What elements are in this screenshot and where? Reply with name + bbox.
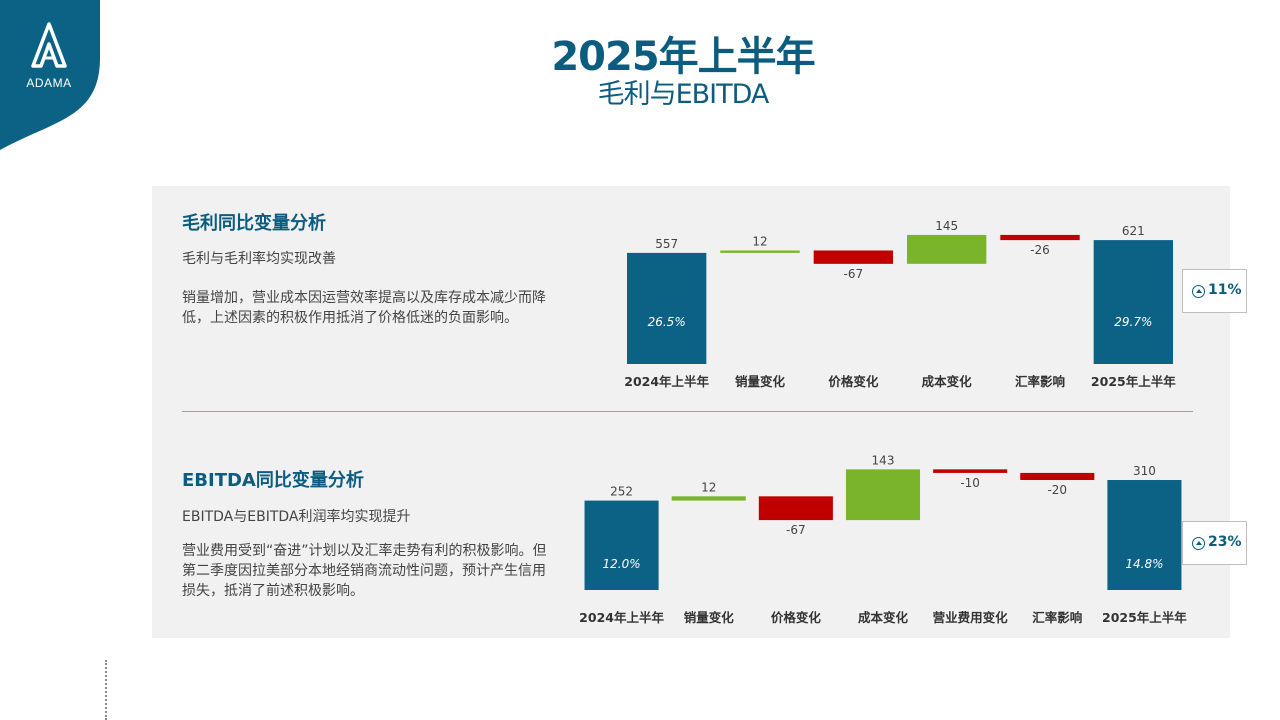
data-label-1: 12 xyxy=(701,480,716,494)
category-label-4: 营业费用变化 xyxy=(933,610,1009,625)
up-arrow-icon xyxy=(1192,537,1205,550)
section-divider xyxy=(182,411,1193,412)
data-label-2: -67 xyxy=(844,267,864,281)
growth-value: 23% xyxy=(1208,534,1242,550)
section-heading-gross-profit: 毛利同比变量分析 xyxy=(182,213,326,234)
margin-label-6: 14.8% xyxy=(1125,557,1163,571)
page-title: 2025年上半年 xyxy=(551,34,815,80)
category-label-2: 价格变化 xyxy=(828,374,879,389)
bar-5 xyxy=(1020,472,1095,481)
category-label-1: 销量变化 xyxy=(735,374,786,389)
data-label-4: -26 xyxy=(1030,243,1050,257)
adama-logo: ADAMA xyxy=(0,0,100,152)
bar-2 xyxy=(758,496,833,521)
category-label-0: 2024年上半年 xyxy=(579,610,664,625)
data-label-6: 310 xyxy=(1133,464,1156,478)
section-subheading-ebitda: EBITDA与EBITDA利润率均实现提升 xyxy=(182,509,411,525)
category-label-1: 销量变化 xyxy=(684,610,735,625)
section-body-ebitda: 营业费用受到“奋进”计划以及汇率走势有利的积极影响。但第二季度因拉美部分本地经销… xyxy=(182,543,547,599)
bar-0 xyxy=(584,500,659,590)
logo-text: ADAMA xyxy=(26,76,72,90)
bar-3 xyxy=(907,234,987,264)
category-label-0: 2024年上半年 xyxy=(624,374,709,389)
category-label-5: 汇率影响 xyxy=(1032,610,1082,625)
margin-label-5: 29.7% xyxy=(1114,315,1152,329)
gross-profit-waterfall-chart: 557 26.5% 2024年上半年 12 销量变化 -67 价格变化 145 成本变化 -26 汇… xyxy=(624,219,1176,389)
category-label-3: 成本变化 xyxy=(858,610,909,625)
data-label-0: 252 xyxy=(610,485,633,499)
bar-6 xyxy=(1107,480,1182,590)
growth-value: 11% xyxy=(1208,282,1242,298)
category-label-6: 2025年上半年 xyxy=(1102,610,1187,625)
bar-1 xyxy=(720,250,800,253)
data-label-0: 557 xyxy=(655,237,678,251)
category-label-2: 价格变化 xyxy=(771,610,822,625)
dotted-line xyxy=(105,660,107,720)
category-label-5: 2025年上半年 xyxy=(1091,374,1176,389)
growth-box-gross-profit: 11% xyxy=(1182,269,1247,313)
data-label-4: -10 xyxy=(960,476,980,490)
data-label-2: -67 xyxy=(786,523,806,537)
bar-5 xyxy=(1093,240,1173,364)
section-body-gross-profit: 销量增加，营业成本因运营效率提高以及库存成本减少而降低，上述因素的积极作用抵消了… xyxy=(182,290,546,326)
section-subheading-gross-profit: 毛利与毛利率均实现改善 xyxy=(182,251,336,267)
bar-2 xyxy=(813,250,893,264)
bar-4 xyxy=(933,469,1008,473)
logo-background xyxy=(0,0,100,150)
growth-box-ebitda: 23% xyxy=(1182,521,1247,565)
data-label-5: 621 xyxy=(1122,224,1145,238)
category-label-3: 成本变化 xyxy=(922,374,973,389)
data-label-1: 12 xyxy=(752,234,767,248)
bar-0 xyxy=(627,252,707,364)
margin-label-0: 12.0% xyxy=(603,557,641,571)
margin-label-0: 26.5% xyxy=(648,315,686,329)
bar-4 xyxy=(1000,234,1080,241)
page-subtitle: 毛利与EBITDA xyxy=(597,79,770,110)
section-heading-ebitda: EBITDA同比变量分析 xyxy=(182,470,364,491)
data-label-3: 143 xyxy=(872,453,895,467)
data-label-5: -20 xyxy=(1047,483,1067,497)
bar-3 xyxy=(845,469,921,521)
category-label-4: 汇率影响 xyxy=(1015,374,1065,389)
data-label-3: 145 xyxy=(935,219,958,233)
up-arrow-icon xyxy=(1192,285,1205,298)
ebitda-waterfall-chart: 252 12.0% 2024年上半年 12 销量变化 -67 价格变化 143 成本变化 -10 营… xyxy=(579,453,1187,625)
bar-1 xyxy=(671,496,746,501)
